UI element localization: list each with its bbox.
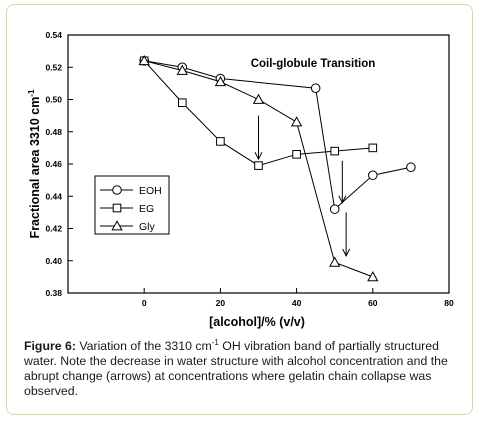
y-tick-label: 0.48 <box>45 127 62 137</box>
y-axis-label-sup: -1 <box>27 89 36 97</box>
figure-frame <box>6 4 473 415</box>
data-point-eg <box>368 143 378 153</box>
y-tick-label: 0.50 <box>45 95 62 105</box>
caption-text-1: Variation of the 3310 cm <box>75 339 212 353</box>
y-tick-label: 0.46 <box>45 159 62 169</box>
legend-item-eg: EG <box>100 203 154 215</box>
legend-label: EOH <box>139 185 162 197</box>
transition-arrow <box>254 115 263 161</box>
legend: EOH EG Gly <box>94 175 170 235</box>
y-tick-label: 0.52 <box>45 62 62 72</box>
transition-arrow <box>338 160 347 204</box>
y-axis-label-main: Fractional area 3310 cm <box>28 97 42 239</box>
y-tick-label: 0.54 <box>45 30 62 40</box>
legend-box <box>94 175 170 235</box>
data-point-gly <box>138 54 150 66</box>
caption-text-2: OH vibration band of partially structure… <box>24 339 448 398</box>
series-layer <box>138 54 416 282</box>
data-point-eoh <box>406 162 416 173</box>
data-point-gly <box>214 75 227 87</box>
data-point-eg <box>330 146 339 156</box>
data-point-eg <box>178 98 187 108</box>
legend-item-eoh: EOH <box>100 185 162 197</box>
data-point-eoh <box>310 83 321 94</box>
y-axis-label: Fractional area 3310 cm-1 <box>27 89 42 238</box>
data-point-eg <box>292 150 301 159</box>
caption-sup: -1 <box>211 337 219 347</box>
data-point-gly <box>367 271 379 282</box>
legend-marker <box>112 185 122 195</box>
x-tick-label: 40 <box>292 298 302 308</box>
legend-item-gly: Gly <box>100 220 156 233</box>
data-point-gly <box>329 256 341 267</box>
ticks: 0 20 40 60 80 0.38 0.40 0.42 0.44 0.46 0.48 0.50 0.5… <box>45 30 454 308</box>
y-tick-label: 0.42 <box>45 224 62 234</box>
data-point-gly <box>252 93 265 104</box>
data-point-eg <box>216 137 225 146</box>
x-tick-label: 0 <box>142 298 147 308</box>
x-tick-label: 80 <box>444 298 454 308</box>
arrow-layer <box>254 115 351 258</box>
series-gly <box>138 54 379 282</box>
transition-arrow <box>342 212 351 258</box>
chart: 0 20 40 60 80 0.38 0.40 0.42 0.44 0.46 0.48 0.50 0.5… <box>27 30 454 329</box>
data-point-gly <box>176 64 188 75</box>
y-tick-label: 0.40 <box>45 256 62 266</box>
x-tick-label: 20 <box>216 298 226 308</box>
chart-title: Coil-globule Transition <box>251 58 376 70</box>
y-tick-label: 0.44 <box>45 191 62 201</box>
series-line-eoh <box>144 60 412 211</box>
x-tick-label: 60 <box>368 298 378 308</box>
figure-caption: Figure 6: Variation of the 3310 cm-1 OH … <box>24 337 469 399</box>
legend-label: EG <box>139 203 154 215</box>
data-point-gly <box>290 116 303 127</box>
x-axis-label: [alcohol]/% (v/v) <box>209 315 305 329</box>
legend-marker <box>111 220 123 231</box>
data-point-eg <box>254 161 263 170</box>
caption-label: Figure 6: <box>24 339 76 353</box>
data-point-eoh <box>368 170 378 181</box>
data-point-eoh <box>329 204 340 214</box>
legend-marker <box>112 203 122 213</box>
series-eg <box>139 56 378 170</box>
series-eoh <box>139 56 416 214</box>
y-tick-label: 0.38 <box>45 288 62 298</box>
legend-label: Gly <box>139 221 156 233</box>
legend-items: EOH EG Gly <box>100 185 162 233</box>
